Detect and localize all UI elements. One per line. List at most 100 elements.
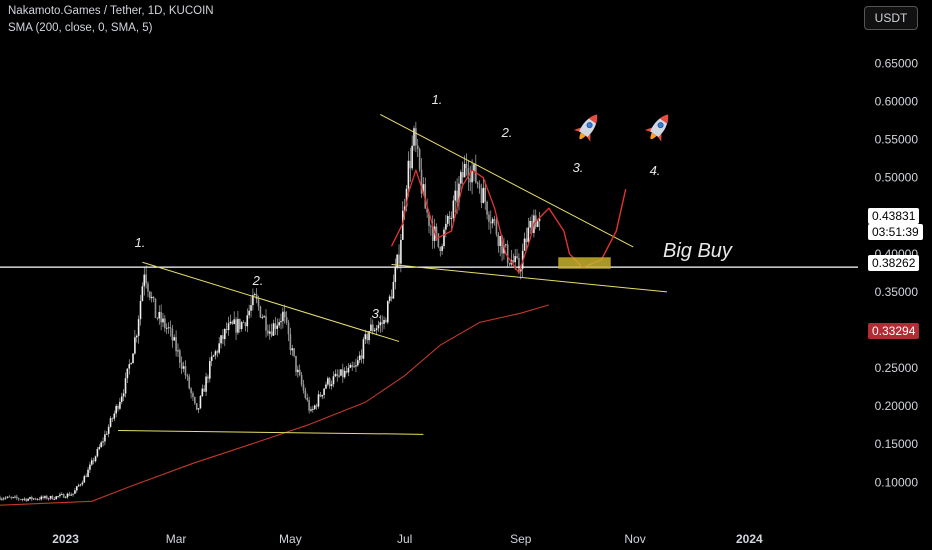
candle-body: [107, 426, 110, 434]
candle-body: [231, 321, 234, 324]
candle: [70, 492, 72, 496]
candle-body: [207, 376, 209, 379]
candle-body: [147, 283, 149, 292]
candle-body: [177, 350, 179, 352]
symbol-title[interactable]: Nakamoto.Games / Tether, 1D, KUCOIN: [8, 5, 214, 17]
candle: [104, 430, 106, 446]
candle-body: [473, 164, 475, 171]
candle: [304, 387, 307, 400]
candle: [16, 494, 18, 501]
candle: [141, 282, 144, 302]
candle-body: [527, 227, 530, 243]
candle: [207, 374, 209, 384]
candle: [46, 494, 48, 500]
currency-button[interactable]: USDT: [864, 6, 918, 30]
candle-body: [105, 433, 108, 435]
candle-body: [17, 498, 20, 500]
candle-body: [179, 350, 181, 363]
candle-body: [291, 348, 294, 351]
candle: [263, 315, 265, 318]
candle: [527, 217, 530, 247]
candle: [488, 211, 490, 230]
candle: [222, 329, 224, 345]
candle: [10, 496, 13, 500]
support-level-tag: 0.38262: [868, 255, 920, 271]
candle: [452, 195, 455, 223]
candle-body: [253, 294, 256, 296]
candle-body: [209, 361, 211, 379]
candle-body: [272, 323, 275, 336]
candle: [310, 406, 312, 413]
rocket-flame: [579, 132, 586, 140]
candle: [119, 397, 121, 411]
candle-body: [351, 365, 353, 367]
label-wave3-left: 3.: [372, 306, 383, 321]
candle: [461, 161, 464, 188]
candle: [195, 403, 198, 411]
candle-body: [229, 321, 232, 324]
candle: [364, 329, 367, 345]
candle-body: [501, 236, 503, 254]
candle-body: [2, 498, 5, 500]
candle-body: [276, 325, 279, 329]
x-tick-label: Sep: [510, 532, 532, 546]
candle: [179, 348, 181, 369]
candle-body: [224, 329, 226, 340]
candle: [388, 294, 391, 304]
candle: [534, 209, 537, 230]
candle-body: [119, 401, 121, 409]
candle: [143, 266, 146, 296]
candle: [312, 405, 314, 413]
candle-body: [27, 498, 29, 501]
candle: [111, 417, 114, 422]
candle-body: [467, 168, 470, 179]
candle: [280, 313, 282, 330]
candle-body: [113, 413, 116, 419]
candle-body: [42, 496, 44, 498]
candle-body: [375, 328, 378, 331]
candle: [536, 219, 539, 228]
candle: [317, 390, 320, 409]
y-tick-label: 0.25000: [875, 361, 919, 375]
candle-body: [57, 496, 59, 497]
candle: [47, 497, 50, 501]
candle: [240, 321, 243, 332]
candle: [122, 388, 125, 402]
candle-body: [87, 469, 89, 477]
candle-body: [308, 400, 310, 411]
candle: [152, 296, 155, 303]
candle-body: [117, 405, 119, 409]
candle: [173, 334, 176, 342]
time-axis[interactable]: 2023 Mar May Jul Sep Nov 2024: [52, 532, 763, 546]
candle: [355, 358, 357, 373]
candle: [6, 496, 9, 499]
x-tick-label: Mar: [166, 532, 187, 546]
candle-body: [263, 316, 265, 318]
candle-body: [297, 369, 299, 373]
indicator-legend[interactable]: SMA (200, close, 0, SMA, 5): [8, 22, 153, 34]
y-tick-label: 0.50000: [875, 171, 919, 185]
candle-body: [355, 365, 357, 367]
candle: [325, 381, 327, 390]
price-axis[interactable]: 0.650000.600000.550000.500000.450000.400…: [875, 56, 919, 489]
candle-body: [441, 246, 443, 251]
candle: [19, 498, 22, 501]
candle-body: [156, 317, 159, 319]
candle-body: [439, 246, 442, 251]
y-tick-label: 0.55000: [875, 133, 919, 147]
candle-body: [302, 384, 305, 391]
candle-body: [456, 190, 458, 203]
candle: [42, 495, 44, 500]
rocket-icon-1: [573, 114, 598, 142]
candle-body: [235, 319, 237, 333]
candle: [244, 321, 247, 332]
candle-body: [383, 319, 385, 324]
candle-body: [12, 497, 14, 498]
candle-body: [102, 441, 104, 443]
candle-body: [313, 405, 316, 409]
candle: [291, 344, 294, 357]
candle: [94, 455, 97, 463]
candle: [201, 384, 204, 398]
candle-body: [19, 499, 22, 501]
